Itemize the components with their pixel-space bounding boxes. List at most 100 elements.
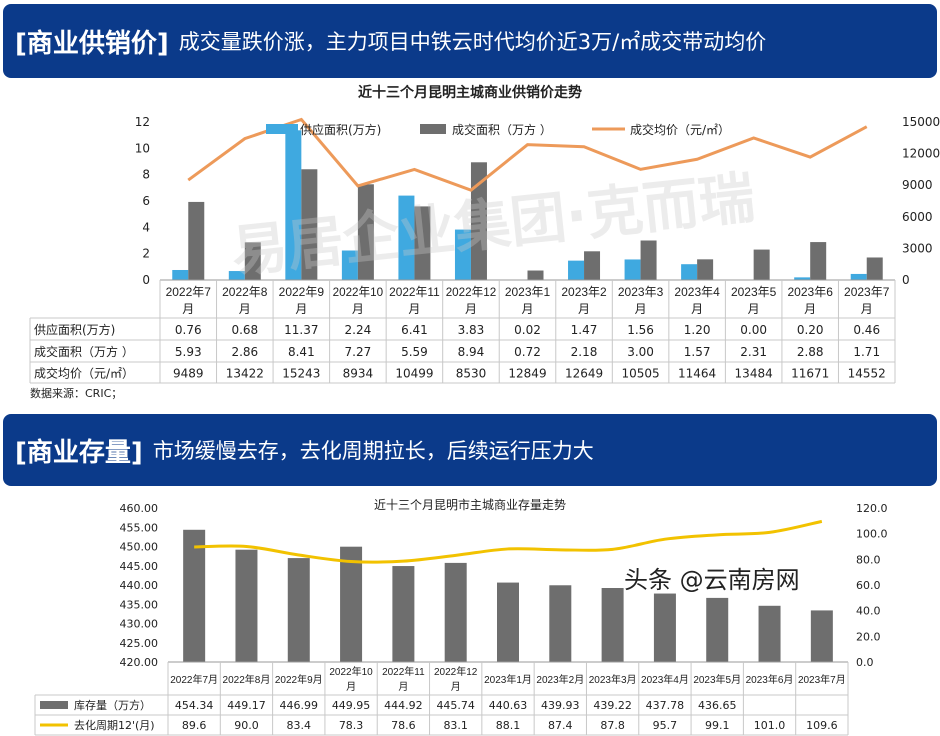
table-cell: 5.93 (175, 345, 202, 359)
table-cell: 87.4 (548, 719, 573, 732)
y-left-tick-label: 2 (142, 247, 150, 261)
table-cell: 95.7 (653, 719, 678, 732)
x-tick-label: 2023年1 (505, 285, 551, 299)
deal-bar (357, 184, 374, 280)
table-cell: 1.71 (853, 345, 880, 359)
table-row-header: 去化周期12'(月) (74, 718, 155, 732)
y-right-tick-label: 40.0 (856, 605, 881, 618)
inventory-bar (340, 546, 363, 662)
x-tick-label: 月 (451, 681, 461, 693)
x-tick-label: 月 (239, 302, 251, 316)
table-cell: 1.47 (571, 323, 598, 337)
x-tick-label: 月 (578, 302, 590, 316)
x-tick-label: 2023年4月 (641, 673, 689, 686)
deal-bar (753, 249, 770, 280)
table-cell: 449.17 (227, 699, 266, 712)
y-right-tick-label: 80.0 (856, 553, 881, 566)
table-cell: 11464 (678, 367, 716, 381)
x-tick-label: 月 (408, 302, 420, 316)
x-tick-label: 2022年10 (329, 665, 373, 678)
inventory-bar (549, 585, 572, 662)
table-cell: 439.22 (593, 699, 632, 712)
inventory-bar (235, 549, 258, 662)
legend-swatch-supply (266, 124, 298, 134)
data-source: 数据来源：CRIC； (30, 386, 122, 400)
table-cell: 6.41 (401, 323, 428, 337)
table-cell: 1.57 (684, 345, 711, 359)
x-tick-label: 2023年6 (788, 285, 834, 299)
table-cell: 10505 (621, 367, 659, 381)
section-banner-inventory: [商业存量] 市场缓慢去存，去化周期拉长，后续运行压力大 (3, 414, 937, 486)
y-right-tick-label: 12000 (902, 147, 940, 161)
inventory-bar (392, 566, 415, 662)
y-left-tick-label: 4 (142, 220, 150, 234)
table-cell: 11671 (791, 367, 829, 381)
x-tick-label: 月 (804, 302, 816, 316)
supply-bar (454, 229, 471, 280)
y-left-tick-label: 0 (142, 273, 150, 287)
inventory-bar (706, 597, 729, 662)
table-cell: 10499 (395, 367, 433, 381)
x-tick-label: 月 (635, 302, 647, 316)
cycle-line (194, 519, 823, 564)
table-cell: 13484 (735, 367, 773, 381)
table-cell: 8530 (456, 367, 487, 381)
legend-swatch-inventory (40, 701, 68, 709)
table-cell: 2.18 (571, 345, 598, 359)
table-cell: 446.99 (280, 699, 319, 712)
inventory-bar (287, 558, 310, 662)
table-row-header: 成交均价（元/㎡） (34, 366, 134, 381)
table-cell: 2.31 (740, 345, 767, 359)
table-cell: 0.02 (514, 323, 541, 337)
x-tick-label: 2023年4 (674, 285, 720, 299)
table-cell: 440.63 (489, 699, 528, 712)
chart-title: 近十三个月昆明市主城商业存量走势 (374, 497, 566, 512)
table-cell: 2.88 (797, 345, 824, 359)
section-subtitle: 成交量跌价涨，主力项目中铁云时代均价近3万/㎡成交带动均价 (178, 30, 767, 54)
y-left-tick-label: 6 (142, 194, 150, 208)
table-cell: 12849 (508, 367, 546, 381)
y-left-tick-label: 460.00 (120, 502, 159, 515)
table-cell: 87.8 (600, 719, 625, 732)
y-right-tick-label: 6000 (902, 210, 933, 224)
inventory-bar (810, 610, 833, 662)
deal-bar (584, 251, 601, 280)
supply-bar (568, 260, 585, 280)
y-left-tick-label: 435.00 (120, 598, 159, 611)
x-tick-label: 2022年9月 (275, 673, 323, 686)
x-tick-label: 月 (182, 302, 194, 316)
table-cell: 437.78 (646, 699, 685, 712)
table-cell: 436.65 (698, 699, 737, 712)
supply-bar (172, 269, 189, 280)
x-tick-label: 2023年2 (561, 285, 607, 299)
y-left-tick-label: 445.00 (120, 560, 159, 573)
table-row-header: 库存量（万方） (74, 698, 151, 712)
x-tick-label: 2023年1月 (484, 673, 532, 686)
y-left-tick-label: 430.00 (120, 618, 159, 631)
x-tick-label: 2022年9 (279, 285, 325, 299)
supply-bar (285, 130, 302, 280)
table-cell: 99.1 (705, 719, 730, 732)
x-tick-label: 2023年7 (844, 285, 890, 299)
table-cell: 1.56 (627, 323, 654, 337)
y-right-tick-label: 9000 (902, 178, 933, 192)
x-tick-label: 2022年8月 (223, 673, 271, 686)
x-tick-label: 月 (398, 681, 408, 693)
section-subtitle: 市场缓慢去存，去化周期拉长，后续运行压力大 (152, 439, 594, 463)
table-cell: 101.0 (754, 719, 786, 732)
x-tick-label: 月 (346, 681, 356, 693)
table-cell: 90.0 (234, 719, 259, 732)
x-tick-label: 2022年7 (166, 285, 212, 299)
deal-bar (697, 259, 714, 280)
y-left-tick-label: 425.00 (120, 637, 159, 650)
y-right-tick-label: 20.0 (856, 630, 881, 643)
table-cell: 3.00 (627, 345, 654, 359)
x-tick-label: 月 (691, 302, 703, 316)
section-banner-supply-sales-price: [商业供销价] 成交量跌价涨，主力项目中铁云时代均价近3万/㎡成交带动均价 (3, 4, 937, 78)
inventory-bar (444, 562, 467, 662)
x-tick-label: 2023年7月 (798, 673, 846, 686)
x-tick-label: 2023年6月 (746, 673, 794, 686)
table-cell: 0.72 (514, 345, 541, 359)
table-cell: 9489 (173, 367, 204, 381)
